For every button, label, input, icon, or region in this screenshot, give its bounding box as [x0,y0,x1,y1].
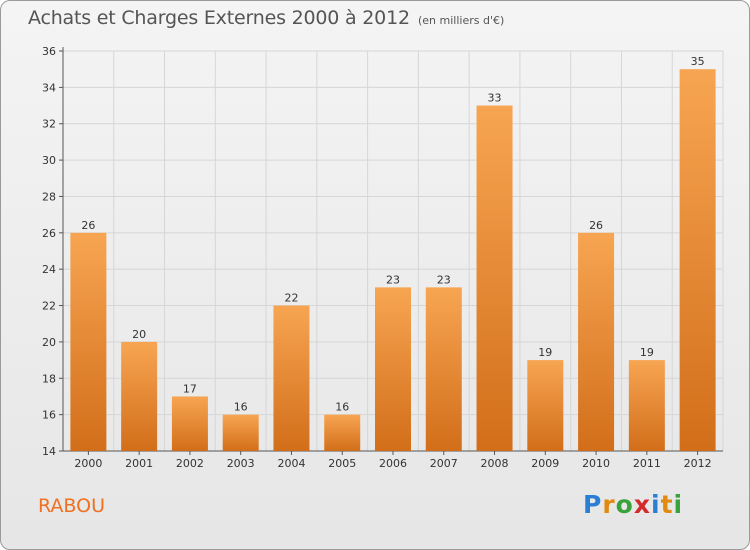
proxiti-logo: Proxiti [583,490,683,519]
bar-2008 [476,105,513,451]
bar-2004 [273,305,310,451]
x-tick-label-2010: 2010 [582,457,610,470]
data-label-2011: 19 [640,346,654,359]
bar-2005 [324,414,361,451]
x-tick-label-2009: 2009 [531,457,559,470]
data-label-2004: 22 [284,292,298,305]
data-label-2009: 19 [538,346,552,359]
axes: 14 16 18 20 22 24 26 28 30 32 34 36 2000 2001 2002 2003… [42,45,723,470]
logo-letter: x [633,490,651,519]
bar-2003 [222,414,259,451]
logo-letter: r [602,490,616,519]
y-tick-label: 24 [42,263,56,276]
bar-2000 [70,232,107,451]
y-tick-label: 14 [42,445,56,458]
y-tick-label: 26 [42,227,56,240]
data-label-2005: 16 [335,401,349,414]
logo-letter: i [673,490,684,519]
logo-letter: t [660,490,674,519]
x-tick-label-2006: 2006 [379,457,407,470]
data-label-2001: 20 [132,328,146,341]
chart-title: Achats et Charges Externes 2000 à 2012 [28,7,410,29]
bar-2001 [121,341,158,451]
x-tick-label-2008: 2008 [481,457,509,470]
bar-2002 [171,396,208,451]
data-label-2008: 33 [488,92,502,105]
x-tick-label-2005: 2005 [328,457,356,470]
y-tick-label: 16 [42,409,56,422]
data-label-2012: 35 [691,55,705,68]
y-tick-label: 28 [42,190,56,203]
bar-2006 [375,287,411,451]
x-tick-label-2011: 2011 [633,457,661,470]
bars [70,69,716,451]
bar-2012 [679,69,716,451]
place-label: RABOU [38,495,105,517]
y-tick-label: 20 [42,336,56,349]
x-tick-label-2003: 2003 [227,457,255,470]
y-tick-label: 30 [42,154,56,167]
data-label-2000: 26 [81,219,95,232]
bar-2010 [578,232,615,451]
x-tick-label-2002: 2002 [176,457,204,470]
y-tick-label: 22 [42,300,56,313]
x-tick-label-2004: 2004 [277,457,305,470]
bar-2009 [527,360,564,451]
data-label-2006: 23 [386,273,400,286]
y-tick-label: 32 [42,118,56,131]
bar-2007 [425,287,462,451]
x-tick-label-2001: 2001 [125,457,153,470]
x-tick-label-2007: 2007 [430,457,458,470]
data-labels: 26 20 17 16 22 16 23 23 33 19 26 19 35 [81,55,704,413]
y-tick-label: 36 [42,45,56,58]
logo-letter: i [651,490,661,519]
y-tick-label: 18 [42,372,56,385]
chart-subtitle: (en milliers d'€) [418,14,505,27]
y-tick-label: 34 [42,81,56,94]
data-label-2002: 17 [183,382,197,395]
data-label-2007: 23 [437,273,451,286]
bar-2011 [628,360,665,451]
data-label-2003: 16 [234,401,248,414]
x-tick-label-2012: 2012 [684,457,712,470]
x-tick-label-2000: 2000 [74,457,102,470]
data-label-2010: 26 [589,219,603,232]
logo-letter: P [583,490,603,519]
logo-letter: o [615,490,634,519]
